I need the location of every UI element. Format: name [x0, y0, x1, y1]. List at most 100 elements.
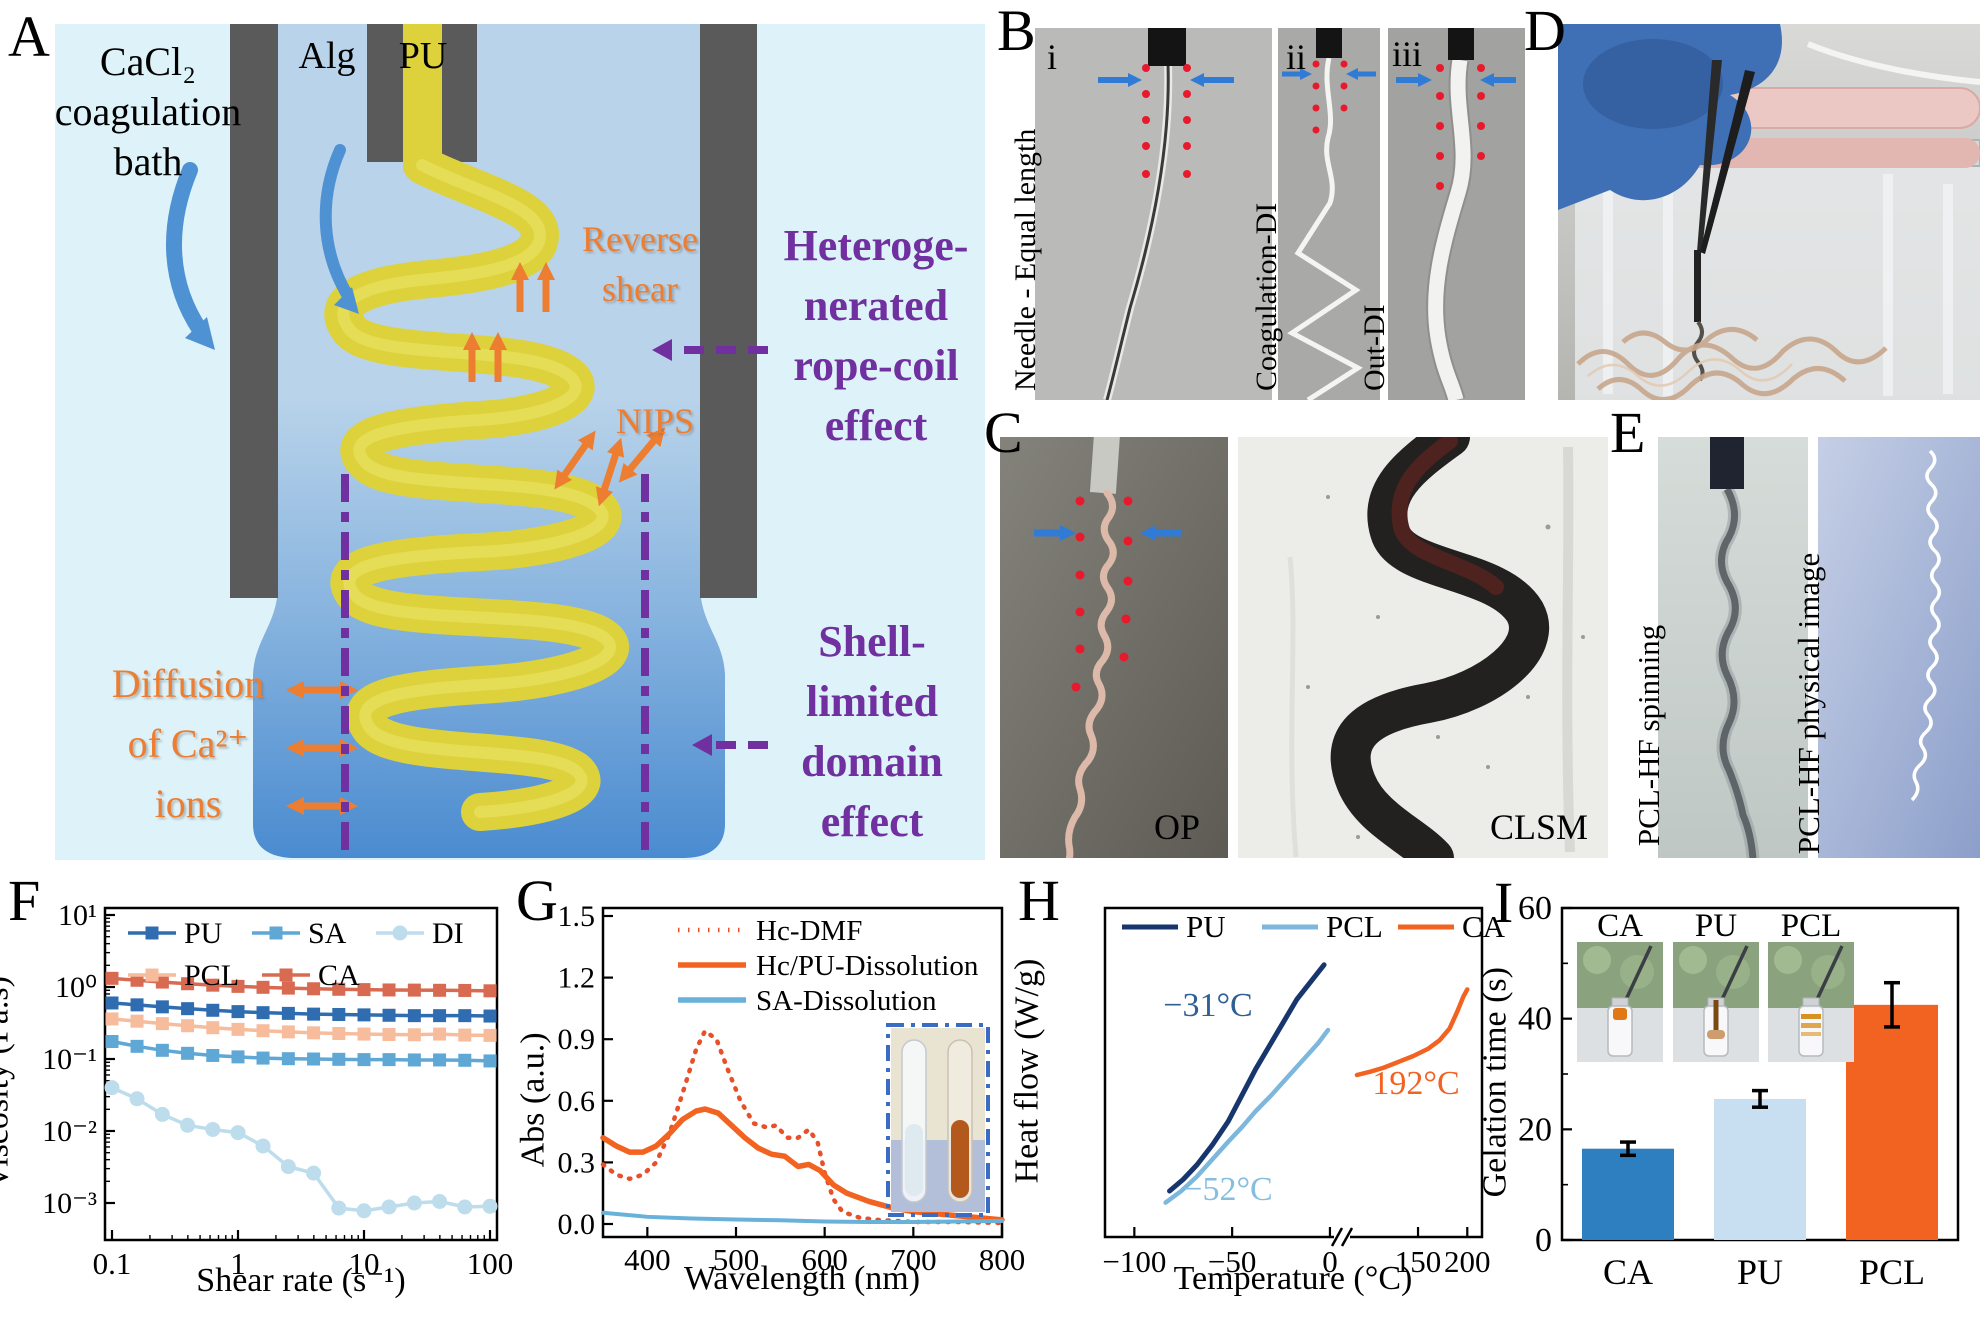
svg-text:−52°C: −52°C — [1183, 1171, 1272, 1208]
diffusion-line1: Diffusion — [111, 661, 265, 706]
f-xlabel: Shear rate (s⁻¹) — [196, 1262, 406, 1299]
panel-e-caption-right: PCL-HF physical image — [1790, 552, 1826, 855]
rope-coil-line3: rope-coil — [793, 341, 959, 390]
panel-b-image-iii — [1388, 28, 1525, 400]
bath-label-line1: CaCl₂ — [99, 39, 197, 84]
panel-c-label: C — [984, 400, 1023, 465]
op-tag: OP — [1154, 807, 1201, 847]
shell-line4: effect — [820, 797, 924, 846]
svg-text:CA: CA — [1462, 909, 1506, 944]
panel-g-label: G — [516, 868, 558, 933]
svg-text:10¹: 10¹ — [58, 899, 97, 932]
panel-i-label: I — [1494, 870, 1514, 935]
svg-text:SA: SA — [308, 917, 347, 950]
svg-text:10⁰: 10⁰ — [55, 971, 97, 1004]
nips-label: NIPS — [615, 401, 695, 441]
panel-b-tag-i: i — [1047, 37, 1058, 77]
panel-e-label: E — [1610, 400, 1646, 465]
shell-line1: Shell- — [818, 617, 926, 666]
g-xlabel: Wavelength (nm) — [683, 1260, 921, 1297]
svg-text:0.6: 0.6 — [558, 1085, 596, 1118]
reverse-shear-line2: shear — [602, 269, 678, 309]
h-ylabel: Heat flow (W/g) — [1008, 958, 1046, 1184]
svg-text:PU: PU — [1186, 909, 1226, 944]
rope-coil-line1: Heteroge- — [783, 221, 969, 270]
svg-text:150: 150 — [1395, 1244, 1442, 1279]
alg-label: Alg — [298, 35, 356, 77]
i-inset-label-pu: PU — [1694, 908, 1738, 944]
svg-text:DI: DI — [432, 917, 464, 950]
i-ylabel: Gelation time (s) — [1476, 967, 1514, 1198]
svg-text:CA: CA — [1603, 1252, 1653, 1292]
svg-text:SA-Dissolution: SA-Dissolution — [756, 985, 937, 1017]
svg-text:10⁻²: 10⁻² — [42, 1115, 97, 1148]
diffusion-line2: of Ca²⁺ — [127, 721, 249, 766]
svg-text:600: 600 — [801, 1242, 848, 1277]
panel-b-tag-iii: iii — [1392, 34, 1423, 74]
svg-text:40: 40 — [1518, 1001, 1552, 1038]
svg-text:PU: PU — [184, 917, 223, 950]
panel-d-label: D — [1524, 0, 1566, 63]
svg-text:CA: CA — [318, 959, 360, 992]
svg-text:0.3: 0.3 — [558, 1146, 596, 1179]
svg-text:−50: −50 — [1208, 1244, 1256, 1279]
svg-text:10: 10 — [349, 1246, 380, 1281]
svg-text:0.9: 0.9 — [558, 1023, 596, 1056]
svg-text:100: 100 — [467, 1246, 514, 1281]
shell-line2: limited — [806, 677, 938, 726]
svg-text:800: 800 — [979, 1242, 1026, 1277]
svg-text:0.0: 0.0 — [558, 1208, 596, 1241]
h-xlabel: Temperature (°C) — [1173, 1260, 1413, 1297]
panel-e-physical-image — [1818, 437, 1980, 858]
clsm-tag: CLSM — [1490, 807, 1589, 847]
svg-text:60: 60 — [1518, 890, 1552, 927]
svg-text:10⁻¹: 10⁻¹ — [42, 1043, 97, 1076]
svg-text:Hc-DMF: Hc-DMF — [756, 915, 862, 947]
bath-label-line3: bath — [113, 139, 183, 184]
svg-text:1.2: 1.2 — [558, 962, 596, 995]
svg-text:500: 500 — [713, 1242, 760, 1277]
bath-label-line2: coagulation — [54, 89, 242, 134]
panel-c-clsm-image — [1238, 437, 1608, 858]
panel-d-photo — [1558, 24, 1980, 400]
svg-text:10⁻³: 10⁻³ — [42, 1187, 97, 1220]
panel-b-image-i — [1035, 28, 1272, 400]
panel-a-schematic — [55, 24, 985, 860]
shell-line3: domain — [801, 737, 943, 786]
svg-text:20: 20 — [1518, 1111, 1552, 1148]
panel-e-caption-left: PCL-HF spinning — [1630, 624, 1666, 847]
svg-text:200: 200 — [1444, 1244, 1491, 1279]
svg-text:700: 700 — [890, 1242, 937, 1277]
i-inset-label-ca: CA — [1597, 908, 1643, 944]
i-inset-label-pcl: PCL — [1780, 908, 1842, 944]
pu-inlet-label: PU — [398, 35, 448, 77]
svg-text:PCL: PCL — [184, 959, 239, 992]
svg-text:0: 0 — [1535, 1222, 1552, 1259]
svg-text:400: 400 — [624, 1242, 671, 1277]
svg-text:PU: PU — [1737, 1252, 1783, 1292]
f-ylabel: Viscosity (Pa.s) — [0, 976, 16, 1190]
panel-b-label: B — [997, 0, 1036, 63]
svg-text:−31°C: −31°C — [1163, 987, 1252, 1024]
svg-text:Hc/PU-Dissolution: Hc/PU-Dissolution — [756, 950, 979, 982]
rope-coil-line4: effect — [824, 401, 928, 450]
panel-c-op-image — [1000, 437, 1228, 858]
panel-b-caption-ii: Coagulation-DI — [1250, 202, 1283, 391]
panel-f-label: F — [8, 868, 41, 933]
g-ylabel: Abs (a.u.) — [514, 1032, 552, 1168]
svg-text:0.1: 0.1 — [93, 1246, 132, 1281]
svg-text:PCL: PCL — [1326, 909, 1383, 944]
svg-text:1: 1 — [230, 1246, 246, 1281]
panel-e-spinning-image — [1658, 437, 1808, 858]
svg-text:PCL: PCL — [1859, 1252, 1925, 1292]
panel-b-image-ii — [1278, 28, 1380, 400]
rope-coil-line2: nerated — [803, 281, 949, 330]
svg-text:1.5: 1.5 — [558, 900, 596, 933]
panel-b-caption-i: Needle - Equal length — [1009, 128, 1042, 391]
svg-text:0: 0 — [1322, 1244, 1338, 1279]
svg-text:−100: −100 — [1102, 1244, 1166, 1279]
panel-a-label: A — [8, 4, 50, 69]
svg-text:192°C: 192°C — [1372, 1065, 1459, 1102]
